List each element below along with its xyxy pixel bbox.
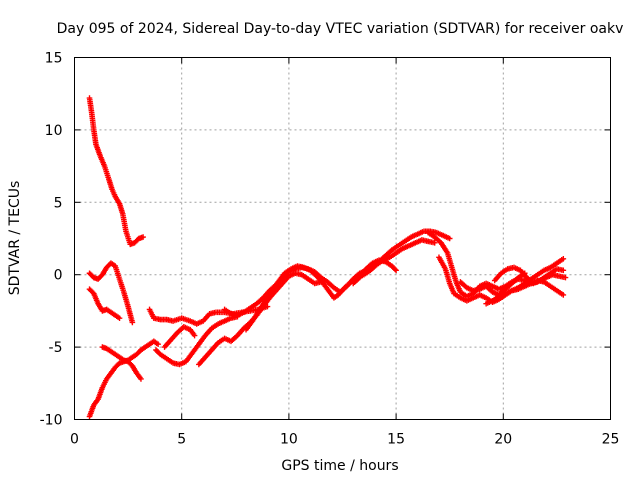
series-trace-2 [86, 260, 136, 326]
x-tick-label: 20 [494, 432, 512, 448]
x-tick-label: 10 [280, 432, 298, 448]
data-point [116, 315, 123, 321]
data-layer [86, 95, 569, 420]
series-trace-16 [491, 264, 569, 287]
data-point [521, 270, 528, 277]
series-trace-12 [350, 257, 399, 287]
tick-layer: 0 5 10 15 20 25 -10 -5 0 5 10 15 [40, 51, 620, 448]
data-point [560, 292, 567, 298]
y-tick-label: 10 [45, 123, 63, 139]
x-tick-label: 0 [70, 432, 79, 448]
series-trace-17 [457, 270, 528, 298]
data-point [191, 332, 198, 339]
series-trace-8 [161, 324, 198, 350]
series-trace-5 [99, 344, 144, 382]
data-point [393, 267, 399, 274]
series-trace-15 [483, 255, 567, 307]
y-tick-label: -10 [40, 413, 63, 429]
data-point [446, 235, 453, 242]
x-axis-label: GPS time / hours [281, 458, 398, 474]
data-point [560, 255, 567, 262]
y-tick-label: 15 [45, 51, 63, 67]
y-tick-label: 5 [54, 195, 63, 211]
x-tick-label: 15 [387, 432, 405, 448]
data-point [392, 266, 398, 273]
y-tick-label: 0 [54, 268, 63, 284]
data-point [155, 341, 161, 348]
chart-title: Day 095 of 2024, Sidereal Day-to-day VTE… [57, 21, 624, 37]
data-point [138, 376, 144, 382]
series-trace-3 [86, 286, 123, 321]
data-point [562, 274, 569, 281]
x-tick-label: 25 [602, 432, 620, 448]
data-point [129, 319, 136, 326]
x-tick-label: 5 [177, 432, 186, 448]
data-point [431, 240, 438, 246]
y-axis-label: SDTVAR / TECUs [7, 181, 23, 296]
series-trace-1 [86, 95, 146, 248]
data-point [560, 267, 567, 274]
data-point [140, 234, 146, 240]
y-tick-label: -5 [49, 340, 63, 356]
plot-frame [74, 57, 611, 420]
